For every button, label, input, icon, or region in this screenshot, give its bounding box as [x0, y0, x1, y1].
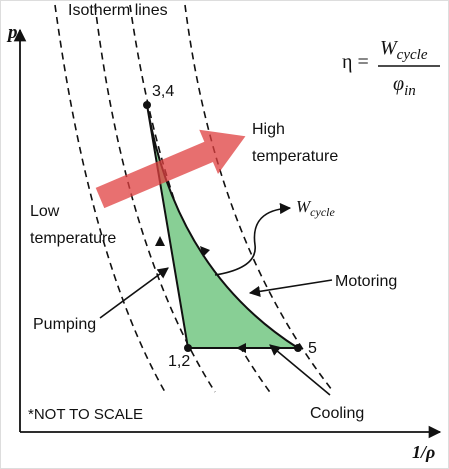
pumping-label: Pumping	[33, 316, 96, 333]
formula-denominator: φin	[393, 73, 416, 99]
y-axis-label: p	[6, 22, 18, 43]
symbol: W	[296, 197, 312, 216]
subscript: cycle	[397, 47, 428, 63]
high-temperature-label: High	[252, 121, 285, 138]
note: *NOT TO SCALE	[28, 406, 143, 423]
point	[184, 344, 192, 352]
high-temperature-label: temperature	[252, 148, 338, 165]
motoring-label: Motoring	[335, 273, 397, 290]
title: Isotherm lines	[68, 2, 168, 19]
cooling-label: Cooling	[310, 405, 364, 422]
pumping-arrow	[99, 267, 169, 319]
point-label: 5	[308, 340, 317, 357]
symbol: φ	[393, 73, 404, 95]
subscript: cycle	[310, 205, 335, 219]
low-temperature-label: Low	[30, 203, 60, 220]
point-label: 1,2	[168, 353, 190, 370]
subscript: in	[404, 83, 416, 99]
low-temperature-label: temperature	[30, 230, 116, 247]
cycle-area	[146, 104, 302, 349]
motoring-arrow	[248, 279, 333, 297]
point-label: 3,4	[152, 83, 174, 100]
isotherms	[54, 4, 333, 396]
cooling-arrow	[269, 344, 331, 396]
cycle-direction-arrows	[155, 236, 246, 353]
formula-lhs: η =	[342, 51, 369, 73]
point	[143, 101, 151, 109]
point	[294, 344, 302, 352]
formula-numerator: Wcycle	[380, 37, 428, 63]
formula: η = Wcycle φin	[342, 37, 440, 99]
work-label: Wcycle	[296, 197, 335, 219]
x-axis-label: 1/ρ	[412, 442, 435, 462]
symbol: W	[380, 37, 399, 59]
work-arrow	[214, 202, 292, 276]
temperature-arrow	[95, 129, 246, 209]
